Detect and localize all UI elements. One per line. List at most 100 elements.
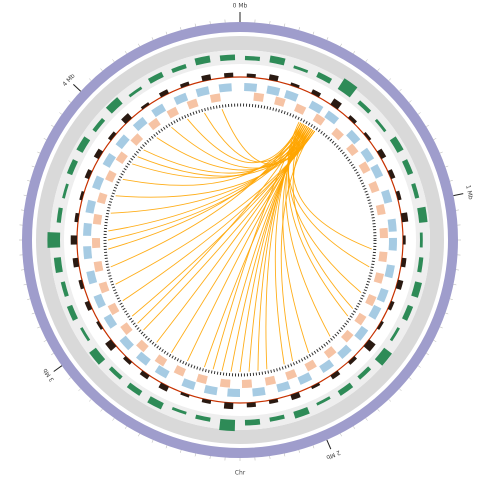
minor-tick: [353, 51, 355, 54]
minor-tick: [138, 434, 139, 437]
minor-tick: [113, 59, 115, 61]
minor-tick: [195, 453, 196, 456]
gene-block: [136, 340, 149, 353]
gene-block: [174, 93, 189, 105]
gc-bar: [121, 113, 132, 124]
gene-block: [354, 313, 366, 326]
major-tick: [73, 84, 80, 91]
minor-tick: [166, 445, 167, 448]
minor-tick: [125, 51, 127, 54]
minor-tick: [399, 89, 401, 91]
gene-block: [133, 117, 148, 131]
gene-block: [83, 223, 92, 236]
gene-block: [210, 93, 221, 103]
gene-block: [265, 376, 276, 386]
gene-block: [227, 388, 240, 397]
gc-bar: [224, 73, 233, 78]
minor-tick: [378, 409, 380, 411]
minor-tick: [399, 389, 401, 391]
minor-tick: [440, 327, 443, 328]
link: [144, 127, 309, 173]
minor-tick: [440, 152, 443, 153]
gene-block: [252, 387, 265, 396]
minor-tick: [340, 44, 341, 47]
minor-tick: [299, 450, 300, 453]
minor-tick: [409, 101, 411, 103]
gene-block: [284, 90, 298, 102]
gene-block: [274, 96, 286, 106]
minor-tick: [89, 78, 91, 80]
minor-tick: [450, 180, 453, 181]
gene-block: [94, 294, 106, 309]
minor-tick: [327, 37, 328, 40]
gene-block: [83, 246, 92, 259]
minor-tick: [299, 27, 300, 30]
minor-tick: [101, 69, 103, 71]
minor-tick: [69, 101, 71, 103]
gene-block: [116, 134, 130, 149]
minor-tick: [44, 340, 47, 341]
minor-tick: [378, 69, 380, 71]
gene-block: [346, 130, 360, 145]
gene-block: [116, 151, 128, 164]
gene-block: [378, 251, 387, 262]
gene-block: [346, 143, 358, 156]
gene-block: [105, 170, 117, 182]
gene-block: [104, 314, 117, 329]
gene-block: [94, 261, 104, 272]
major-tick: [54, 366, 62, 372]
gene-block: [167, 107, 179, 119]
gene-block: [309, 101, 324, 114]
gene-block: [285, 369, 297, 380]
gene-block: [276, 381, 290, 392]
gene-block: [294, 103, 306, 114]
gene-block: [313, 114, 326, 126]
gene-block: [220, 379, 231, 388]
link: [111, 123, 301, 267]
x-axis-label: Chr: [235, 470, 246, 477]
minor-tick: [445, 166, 448, 167]
gene-block: [374, 272, 384, 284]
minor-tick: [389, 78, 391, 80]
gene-block: [376, 204, 386, 215]
minor-tick: [113, 418, 115, 420]
gene-block: [93, 214, 102, 225]
minor-tick: [152, 440, 153, 443]
marker-ring: [105, 105, 375, 375]
coverage-bar: [47, 232, 60, 248]
minor-tick: [32, 313, 35, 314]
gene-block: [196, 374, 208, 384]
gene-block: [377, 288, 389, 303]
gene-block: [85, 200, 96, 214]
gene-block: [319, 359, 334, 373]
minor-tick: [195, 24, 196, 27]
minor-tick: [434, 138, 437, 139]
gene-block: [380, 228, 388, 238]
minor-tick: [418, 366, 420, 368]
coverage-bar: [420, 233, 423, 248]
coverage-bar: [219, 419, 235, 431]
gene-block: [120, 322, 132, 335]
gc-bar: [330, 98, 342, 109]
minor-tick: [389, 399, 391, 401]
minor-tick: [284, 453, 285, 456]
gc-bar: [364, 339, 376, 351]
gc-baseline: [77, 77, 403, 403]
x-tick-label: 3 Mb: [42, 367, 56, 383]
gc-bar: [290, 392, 300, 400]
minor-tick: [37, 152, 40, 153]
gene-block: [381, 189, 392, 203]
gene-block: [388, 219, 397, 232]
gene-block: [337, 345, 352, 359]
gc-bar: [105, 339, 116, 351]
minor-tick: [353, 426, 355, 429]
gene-block: [253, 93, 264, 102]
gene-block: [108, 303, 120, 315]
gene-block: [92, 238, 100, 248]
minor-tick: [340, 434, 341, 437]
minor-tick: [24, 284, 27, 285]
gene-block: [370, 164, 383, 179]
coverage-bar: [245, 419, 260, 426]
